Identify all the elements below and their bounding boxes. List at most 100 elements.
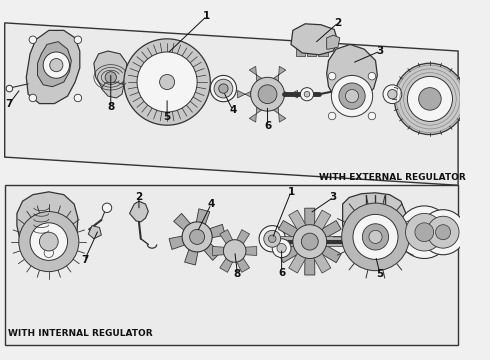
Circle shape [342, 203, 409, 271]
Circle shape [214, 79, 233, 98]
Polygon shape [38, 42, 72, 87]
Polygon shape [220, 230, 234, 245]
Text: 1: 1 [203, 11, 210, 21]
Circle shape [301, 233, 318, 250]
Polygon shape [305, 208, 315, 228]
Circle shape [210, 76, 237, 102]
Polygon shape [269, 66, 286, 86]
Polygon shape [26, 30, 80, 104]
Circle shape [124, 39, 210, 125]
Circle shape [44, 248, 53, 257]
Circle shape [420, 210, 466, 255]
Circle shape [368, 112, 376, 120]
Circle shape [6, 85, 13, 92]
Circle shape [74, 36, 82, 44]
Circle shape [29, 36, 37, 44]
Circle shape [30, 223, 68, 260]
Circle shape [264, 230, 281, 247]
Polygon shape [249, 102, 266, 122]
Circle shape [29, 94, 37, 102]
Polygon shape [327, 35, 340, 49]
Polygon shape [101, 82, 124, 98]
Polygon shape [88, 226, 101, 239]
Text: 3: 3 [330, 193, 337, 202]
Text: 5: 5 [164, 112, 171, 122]
Polygon shape [289, 210, 307, 233]
Circle shape [415, 223, 434, 242]
Circle shape [272, 239, 291, 257]
Text: 8: 8 [234, 269, 241, 279]
Circle shape [258, 85, 277, 104]
Text: WITH EXTERNAL REGULATOR: WITH EXTERNAL REGULATOR [319, 174, 466, 183]
Circle shape [269, 235, 276, 243]
Polygon shape [236, 230, 249, 245]
Text: 5: 5 [376, 269, 384, 279]
Circle shape [293, 225, 327, 258]
Text: 6: 6 [278, 267, 285, 278]
Circle shape [362, 224, 389, 250]
Circle shape [74, 94, 82, 102]
Polygon shape [94, 51, 127, 89]
Circle shape [160, 75, 174, 90]
Bar [318, 48, 328, 56]
Bar [307, 48, 317, 56]
Polygon shape [269, 102, 286, 122]
Polygon shape [278, 221, 301, 239]
Circle shape [388, 90, 397, 99]
Circle shape [102, 203, 112, 212]
Circle shape [328, 112, 336, 120]
Polygon shape [213, 247, 226, 256]
Circle shape [304, 91, 310, 97]
Circle shape [331, 76, 373, 117]
Circle shape [369, 230, 382, 243]
Polygon shape [327, 44, 377, 103]
Text: 4: 4 [229, 105, 237, 115]
Circle shape [328, 72, 336, 80]
Polygon shape [276, 237, 296, 247]
Circle shape [105, 72, 117, 83]
Polygon shape [323, 237, 343, 247]
Polygon shape [289, 251, 307, 273]
Circle shape [137, 52, 197, 112]
Circle shape [277, 243, 286, 253]
Polygon shape [280, 89, 297, 99]
Text: 7: 7 [6, 99, 13, 109]
Circle shape [353, 214, 398, 260]
Polygon shape [319, 221, 341, 239]
Polygon shape [5, 185, 458, 345]
Polygon shape [185, 246, 198, 265]
Polygon shape [249, 66, 266, 86]
Circle shape [259, 226, 285, 252]
Text: 6: 6 [264, 121, 271, 131]
Circle shape [43, 52, 70, 78]
Circle shape [19, 212, 79, 272]
Polygon shape [291, 24, 338, 55]
Text: 3: 3 [376, 46, 384, 56]
Circle shape [436, 225, 451, 240]
Text: 2: 2 [135, 193, 143, 202]
Polygon shape [206, 224, 225, 238]
Text: 2: 2 [334, 18, 342, 28]
Polygon shape [236, 257, 249, 272]
Polygon shape [129, 201, 148, 222]
Polygon shape [278, 244, 301, 263]
Polygon shape [305, 255, 315, 275]
Circle shape [182, 222, 212, 252]
Circle shape [251, 77, 284, 111]
Text: 7: 7 [81, 255, 88, 265]
Circle shape [300, 87, 314, 101]
Polygon shape [312, 251, 331, 273]
Polygon shape [343, 193, 406, 254]
Circle shape [219, 84, 228, 93]
Circle shape [50, 59, 63, 72]
Circle shape [406, 213, 443, 251]
Circle shape [427, 216, 459, 248]
Circle shape [223, 240, 246, 262]
Circle shape [190, 229, 205, 244]
Polygon shape [5, 23, 458, 185]
Polygon shape [238, 89, 255, 99]
Text: WITH INTERNAL REGULATOR: WITH INTERNAL REGULATOR [7, 329, 152, 338]
Circle shape [39, 232, 58, 251]
Bar [295, 48, 305, 56]
Text: 4: 4 [208, 199, 215, 209]
